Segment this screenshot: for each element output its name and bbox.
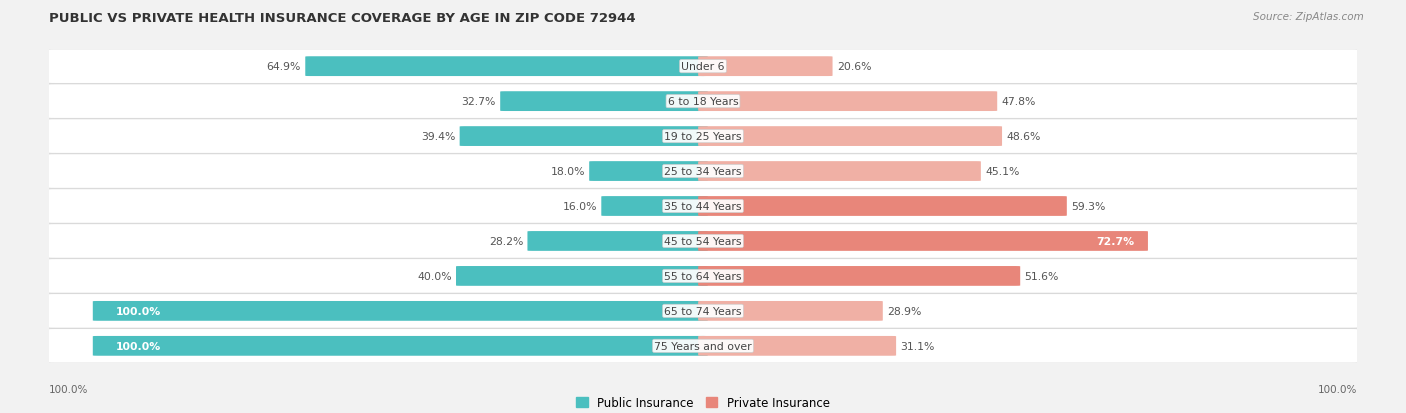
Text: 100.0%: 100.0% — [115, 341, 162, 351]
Text: 39.4%: 39.4% — [420, 132, 456, 142]
FancyBboxPatch shape — [305, 57, 707, 77]
FancyBboxPatch shape — [699, 92, 997, 112]
Text: 45 to 54 Years: 45 to 54 Years — [664, 236, 742, 247]
FancyBboxPatch shape — [527, 232, 707, 251]
Text: 28.9%: 28.9% — [887, 306, 921, 316]
FancyBboxPatch shape — [46, 294, 1360, 328]
Text: 20.6%: 20.6% — [837, 62, 872, 72]
Text: 19 to 25 Years: 19 to 25 Years — [664, 132, 742, 142]
Text: 28.2%: 28.2% — [489, 236, 523, 247]
FancyBboxPatch shape — [46, 119, 1360, 154]
FancyBboxPatch shape — [589, 162, 707, 181]
Text: 100.0%: 100.0% — [115, 306, 162, 316]
FancyBboxPatch shape — [699, 232, 1147, 251]
Text: 6 to 18 Years: 6 to 18 Years — [668, 97, 738, 107]
FancyBboxPatch shape — [460, 127, 707, 147]
Text: 45.1%: 45.1% — [986, 166, 1019, 177]
Text: 31.1%: 31.1% — [900, 341, 935, 351]
Legend: Public Insurance, Private Insurance: Public Insurance, Private Insurance — [571, 392, 835, 413]
Text: PUBLIC VS PRIVATE HEALTH INSURANCE COVERAGE BY AGE IN ZIP CODE 72944: PUBLIC VS PRIVATE HEALTH INSURANCE COVER… — [49, 12, 636, 25]
FancyBboxPatch shape — [46, 259, 1360, 294]
FancyBboxPatch shape — [93, 336, 707, 356]
Text: 59.3%: 59.3% — [1071, 202, 1105, 211]
FancyBboxPatch shape — [46, 154, 1360, 189]
FancyBboxPatch shape — [699, 162, 981, 181]
Text: 75 Years and over: 75 Years and over — [654, 341, 752, 351]
Text: 32.7%: 32.7% — [461, 97, 496, 107]
Text: 18.0%: 18.0% — [551, 166, 585, 177]
Text: 48.6%: 48.6% — [1007, 132, 1040, 142]
FancyBboxPatch shape — [46, 85, 1360, 119]
FancyBboxPatch shape — [46, 50, 1360, 84]
Text: Under 6: Under 6 — [682, 62, 724, 72]
FancyBboxPatch shape — [46, 329, 1360, 363]
FancyBboxPatch shape — [699, 301, 883, 321]
Text: 100.0%: 100.0% — [49, 385, 89, 394]
Text: 55 to 64 Years: 55 to 64 Years — [664, 271, 742, 281]
Text: 16.0%: 16.0% — [562, 202, 598, 211]
Text: 65 to 74 Years: 65 to 74 Years — [664, 306, 742, 316]
FancyBboxPatch shape — [93, 301, 707, 321]
FancyBboxPatch shape — [699, 197, 1067, 216]
Text: 35 to 44 Years: 35 to 44 Years — [664, 202, 742, 211]
Text: 51.6%: 51.6% — [1025, 271, 1059, 281]
Text: 25 to 34 Years: 25 to 34 Years — [664, 166, 742, 177]
FancyBboxPatch shape — [699, 57, 832, 77]
Text: 64.9%: 64.9% — [267, 62, 301, 72]
FancyBboxPatch shape — [46, 189, 1360, 224]
FancyBboxPatch shape — [46, 224, 1360, 259]
Text: Source: ZipAtlas.com: Source: ZipAtlas.com — [1253, 12, 1364, 22]
Text: 72.7%: 72.7% — [1095, 236, 1135, 247]
Text: 40.0%: 40.0% — [418, 271, 451, 281]
FancyBboxPatch shape — [602, 197, 707, 216]
FancyBboxPatch shape — [699, 336, 896, 356]
FancyBboxPatch shape — [699, 266, 1021, 286]
FancyBboxPatch shape — [456, 266, 707, 286]
FancyBboxPatch shape — [501, 92, 707, 112]
Text: 47.8%: 47.8% — [1001, 97, 1036, 107]
FancyBboxPatch shape — [699, 127, 1002, 147]
Text: 100.0%: 100.0% — [1317, 385, 1357, 394]
